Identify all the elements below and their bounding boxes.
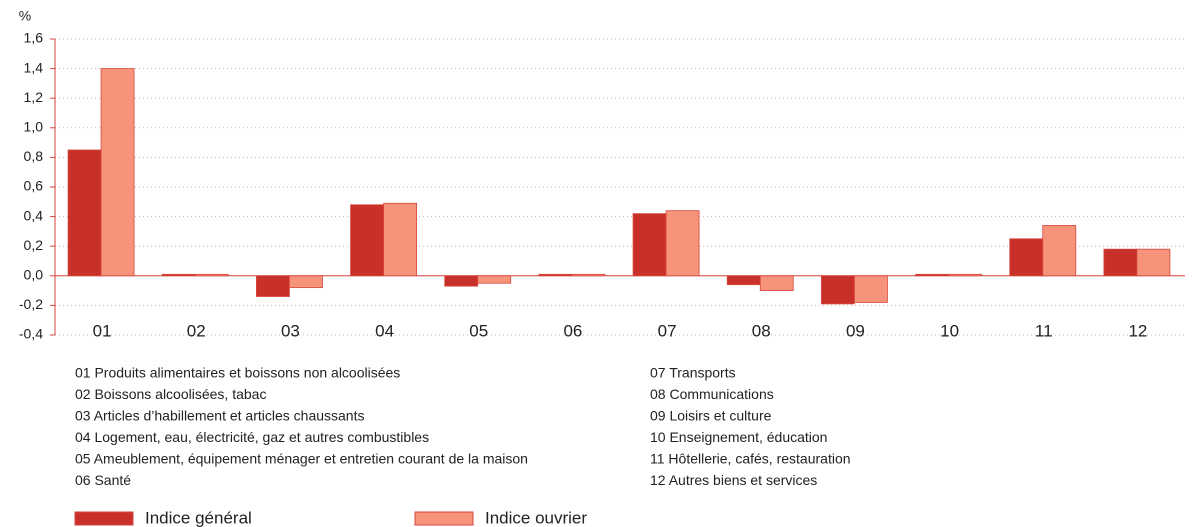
y-unit: %	[19, 8, 31, 24]
x-tick-label: 08	[752, 321, 771, 340]
legend-label: Indice ouvrier	[485, 508, 587, 527]
category-note: 01 Produits alimentaires et boissons non…	[75, 365, 400, 381]
category-note: 03 Articles d’habillement et articles ch…	[75, 408, 364, 424]
category-note: 02 Boissons alcoolisées, tabac	[75, 386, 266, 402]
bar	[256, 275, 290, 297]
x-tick-label: 05	[469, 321, 488, 340]
x-tick-label: 07	[658, 321, 677, 340]
bar	[67, 149, 102, 277]
category-note: 06 Santé	[75, 472, 131, 488]
x-tick-label: 04	[375, 321, 394, 340]
bar	[915, 273, 949, 277]
category-note: 11 Hôtellerie, cafés, restauration	[650, 451, 851, 467]
bar	[538, 273, 573, 277]
category-note: 09 Loisirs et culture	[650, 408, 772, 424]
bar	[1009, 238, 1044, 277]
y-tick-label: 1,0	[24, 119, 44, 135]
bar	[350, 204, 384, 277]
bar	[665, 210, 700, 277]
bar	[444, 275, 479, 287]
bar	[632, 213, 667, 277]
y-tick-label: 1,4	[24, 59, 44, 75]
bar	[477, 275, 512, 284]
y-tick-label: 1,2	[24, 89, 44, 105]
bar	[1136, 248, 1171, 277]
y-tick-label: 0,0	[24, 267, 44, 283]
y-tick-label: 0,6	[24, 178, 44, 194]
bar	[383, 202, 417, 277]
bar	[821, 275, 855, 305]
category-note: 05 Ameublement, équipement ménager et en…	[75, 451, 528, 467]
x-tick-label: 11	[1035, 321, 1053, 340]
y-tick-label: -0,4	[19, 326, 43, 342]
x-tick-label: 02	[187, 321, 206, 340]
y-tick-label: 0,8	[24, 148, 44, 164]
bar	[1042, 225, 1077, 277]
y-tick-label: -0,2	[19, 296, 43, 312]
bar	[161, 273, 196, 277]
bar	[194, 273, 229, 277]
x-tick-label: 03	[281, 321, 300, 340]
y-tick-label: 0,2	[24, 237, 44, 253]
y-tick-label: 1,6	[24, 30, 44, 46]
bar	[759, 275, 794, 291]
legend-label: Indice général	[145, 508, 252, 527]
bar	[100, 68, 135, 277]
category-note: 10 Enseignement, éducation	[650, 429, 827, 445]
bar	[854, 275, 888, 303]
bar	[948, 273, 982, 277]
legend-swatch	[414, 511, 474, 526]
y-tick-label: 0,4	[24, 207, 44, 223]
category-note: 12 Autres biens et services	[650, 472, 817, 488]
category-note: 08 Communications	[650, 386, 774, 402]
bar	[289, 275, 323, 289]
legend-swatch	[74, 511, 134, 526]
x-tick-label: 10	[940, 321, 959, 340]
x-tick-label: 01	[93, 321, 112, 340]
x-tick-label: 06	[563, 321, 582, 340]
x-tick-label: 12	[1128, 321, 1147, 340]
category-note: 07 Transports	[650, 365, 736, 381]
bar	[726, 275, 761, 286]
bar	[1103, 248, 1138, 277]
category-note: 04 Logement, eau, électricité, gaz et au…	[75, 429, 429, 445]
x-tick-label: 09	[846, 321, 865, 340]
bar	[571, 273, 606, 277]
